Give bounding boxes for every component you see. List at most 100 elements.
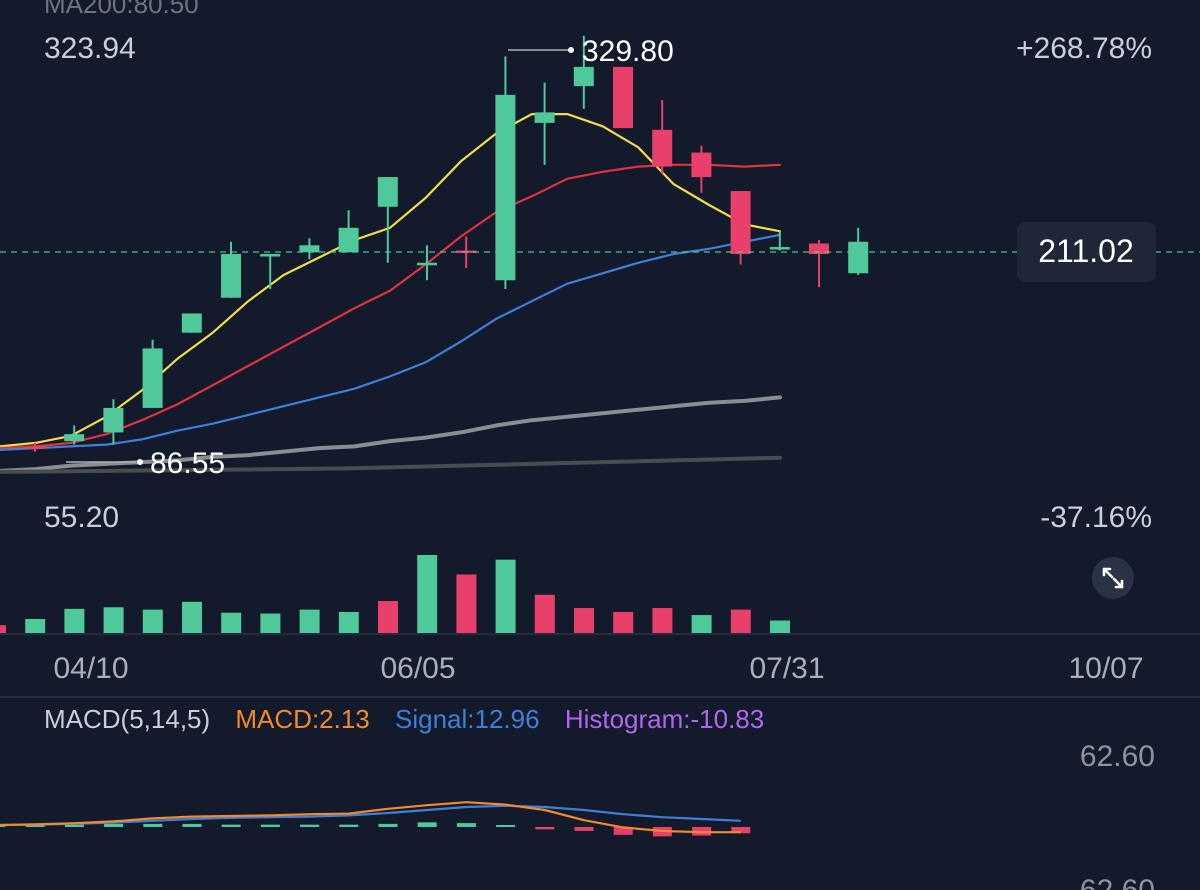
volume-bar xyxy=(730,609,751,633)
candle-body xyxy=(573,66,594,87)
volume-bar xyxy=(338,611,359,633)
price-high-label: 323.94 xyxy=(44,32,136,65)
macd-histogram-bar xyxy=(104,823,124,827)
candle-body xyxy=(534,112,555,123)
macd-ymax-label: 62.60 xyxy=(1080,740,1155,773)
candlestick-series xyxy=(25,35,869,452)
candle xyxy=(338,210,359,253)
macd-histogram-bar xyxy=(731,827,751,834)
candle xyxy=(417,245,437,281)
volume-bars xyxy=(0,555,790,633)
candle-body xyxy=(691,152,712,178)
candle-body xyxy=(25,446,45,449)
macd-histogram-bar xyxy=(378,823,398,827)
volume-bar xyxy=(574,608,594,633)
candle xyxy=(730,191,751,265)
candle-body xyxy=(809,243,829,255)
candle-body xyxy=(103,407,124,433)
candle-body xyxy=(652,129,673,167)
candle xyxy=(534,82,555,165)
moving-average-line xyxy=(0,163,782,450)
macd-lines xyxy=(0,801,741,834)
volume-bar xyxy=(299,609,320,633)
candle xyxy=(142,339,163,408)
volume-bar xyxy=(142,609,163,633)
macd-histogram-bar xyxy=(456,823,476,827)
macd-ymin-label: -62.60 xyxy=(1070,874,1155,890)
trough-annotation-text: 86.55 xyxy=(150,447,225,480)
macd-histogram-bar xyxy=(574,827,594,831)
moving-average-line xyxy=(0,112,782,448)
volume-bar xyxy=(103,607,124,633)
candle xyxy=(613,66,633,129)
volume-bar xyxy=(691,615,712,633)
candle-body xyxy=(613,66,633,129)
macd-histogram-bar xyxy=(221,824,241,827)
expand-arrows-icon xyxy=(1102,567,1124,589)
macd-legend: MACD(5,14,5) MACD:2.13 Signal:12.96 Hist… xyxy=(44,704,764,734)
peak-annotation: 329.80 xyxy=(508,35,674,68)
volume-bar xyxy=(613,611,634,633)
volume-bar xyxy=(417,555,438,633)
expand-button[interactable] xyxy=(1092,557,1134,599)
candle-body xyxy=(338,227,359,253)
macd-histogram-bar xyxy=(182,823,202,827)
current-price-tag: 211.02 xyxy=(1017,222,1156,282)
macd-legend-histogram: Histogram:-10.83 xyxy=(565,704,764,734)
candle-body xyxy=(221,254,241,298)
volume-bar xyxy=(25,618,46,633)
candle xyxy=(103,399,124,445)
trough-annotation: 86.55 xyxy=(66,447,225,480)
x-tick-label: 07/31 xyxy=(749,652,824,685)
candle xyxy=(377,177,398,263)
candle-body xyxy=(417,262,437,266)
macd-histogram-bar xyxy=(300,824,320,827)
peak-annotation-text: 329.80 xyxy=(582,35,674,68)
volume-bar xyxy=(182,601,202,633)
candle-body xyxy=(64,434,85,442)
candle-body xyxy=(142,348,163,408)
macd-histogram-bar xyxy=(496,825,516,827)
volume-bar xyxy=(456,574,477,633)
macd-signal-line xyxy=(0,804,741,827)
macd-histogram-bar xyxy=(339,824,359,827)
volume-bar xyxy=(0,625,6,633)
volume-bar xyxy=(534,594,555,633)
candle-body xyxy=(730,191,751,255)
candle xyxy=(299,238,320,260)
candle-body xyxy=(769,247,790,250)
volume-bar xyxy=(64,608,85,633)
candle xyxy=(260,254,281,289)
macd-legend-signal: Signal:12.96 xyxy=(395,704,540,734)
candle xyxy=(652,100,673,174)
candle xyxy=(769,231,790,251)
moving-average-line xyxy=(0,455,782,474)
ma200-label: MA200:80.50 xyxy=(44,0,199,19)
candle-body xyxy=(848,241,869,274)
x-tick-label: 04/10 xyxy=(53,652,128,685)
candle xyxy=(495,56,516,289)
candle-body xyxy=(181,313,202,333)
candle xyxy=(573,35,594,109)
candle-body xyxy=(377,177,398,207)
volume-bar xyxy=(770,620,790,633)
macd-legend-title: MACD(5,14,5) xyxy=(44,704,210,734)
volume-bar xyxy=(495,559,516,633)
macd-histogram-bar xyxy=(143,823,163,827)
candle xyxy=(181,313,202,333)
macd-histogram-bar xyxy=(417,822,437,827)
percent-high-label: +268.78% xyxy=(1016,32,1152,65)
candle xyxy=(691,145,712,193)
candle xyxy=(64,425,85,445)
candle-body xyxy=(260,254,281,257)
volume-bar xyxy=(652,608,673,633)
volume-bar xyxy=(378,601,398,633)
moving-average-line xyxy=(0,233,782,451)
macd-line xyxy=(0,801,741,834)
volume-bar xyxy=(221,612,242,633)
current-price-text: 211.02 xyxy=(1038,233,1134,269)
candle xyxy=(25,442,45,452)
percent-low-label: -37.16% xyxy=(1040,501,1152,534)
x-tick-label: 10/07 xyxy=(1068,652,1143,685)
macd-histogram-bar xyxy=(613,827,633,835)
